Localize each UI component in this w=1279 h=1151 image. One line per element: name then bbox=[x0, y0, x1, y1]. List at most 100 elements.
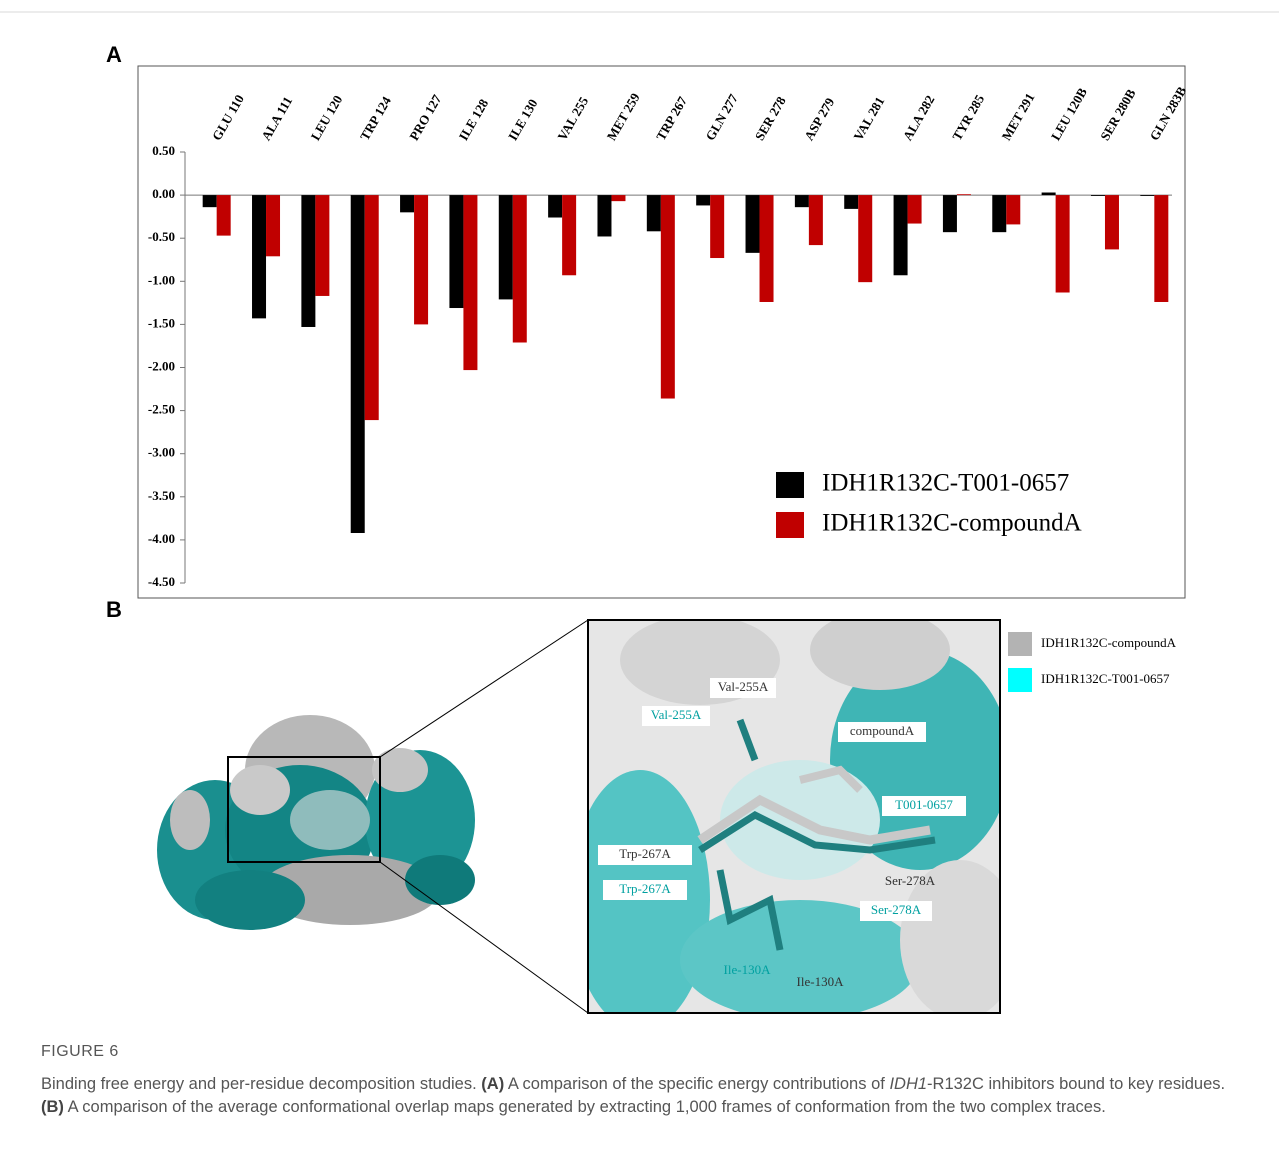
legend-swatch bbox=[1008, 668, 1032, 692]
bar bbox=[266, 195, 280, 256]
x-tick-label: VAL 281 bbox=[850, 94, 887, 143]
bar bbox=[449, 195, 463, 308]
bar bbox=[710, 195, 724, 258]
panel-label: A bbox=[106, 42, 122, 67]
legend-swatch bbox=[776, 512, 804, 538]
residue-label: Ile-130A bbox=[724, 962, 772, 977]
page-body: {"panel_a_label": "A", "chart_data": {"t… bbox=[0, 0, 1279, 1151]
bar bbox=[1105, 195, 1119, 249]
residue-label: Val-255A bbox=[651, 707, 702, 722]
x-tick-label: VAL 255 bbox=[554, 94, 591, 143]
bar bbox=[795, 195, 809, 207]
bar bbox=[1006, 195, 1020, 224]
x-tick-label: ALA 111 bbox=[258, 94, 295, 143]
x-tick-label: LEU 120B bbox=[1048, 85, 1090, 143]
x-tick-label: ILE 130 bbox=[505, 96, 541, 143]
bar bbox=[809, 195, 823, 245]
x-tick-label: ILE 128 bbox=[456, 96, 492, 143]
x-tick-label: PRO 127 bbox=[406, 92, 444, 143]
y-tick-label: -3.50 bbox=[148, 488, 175, 503]
protein-overview bbox=[157, 715, 475, 930]
x-tick-label: GLN 283B bbox=[1147, 84, 1190, 143]
y-tick-label: 0.50 bbox=[152, 143, 175, 158]
bar bbox=[746, 195, 760, 253]
bar bbox=[858, 195, 872, 282]
legend-swatch bbox=[1008, 632, 1032, 656]
bar bbox=[661, 195, 675, 398]
legend-label: IDH1R132C-compoundA bbox=[822, 510, 1082, 537]
caption-marker: (B) bbox=[41, 1098, 64, 1116]
caption-text: A comparison of the average conformation… bbox=[68, 1098, 1106, 1116]
zoom-line bbox=[380, 862, 588, 1013]
chart: 0.500.00-0.50-1.00-1.50-2.00-2.50-3.00-3… bbox=[148, 84, 1190, 589]
y-tick-label: -1.50 bbox=[148, 315, 175, 330]
x-tick-label: TRP 124 bbox=[357, 93, 394, 143]
legend-label: IDH1R132C-T001-0657 bbox=[1041, 671, 1170, 686]
bar bbox=[894, 195, 908, 275]
residue-label: Val-255A bbox=[718, 679, 769, 694]
x-tick-label: GLN 277 bbox=[702, 91, 741, 143]
y-tick-label: -1.00 bbox=[148, 272, 175, 287]
x-tick-label: ALA 282 bbox=[900, 93, 938, 143]
bar bbox=[844, 195, 858, 209]
legend-swatch bbox=[776, 472, 804, 498]
bar bbox=[1140, 195, 1154, 196]
y-tick-label: -4.00 bbox=[148, 531, 175, 546]
x-tick-label: TYR 285 bbox=[949, 92, 987, 143]
bar bbox=[696, 195, 710, 205]
y-tick-label: -3.00 bbox=[148, 445, 175, 460]
x-tick-label: TRP 267 bbox=[653, 93, 690, 143]
page: html, body { margin: 0; padding: 0; back… bbox=[0, 0, 1279, 1151]
gene-name: IDH1 bbox=[889, 1075, 927, 1093]
bar bbox=[647, 195, 661, 231]
y-tick-label: -4.50 bbox=[148, 574, 175, 589]
residue-label: Trp-267A bbox=[619, 846, 671, 861]
x-tick-label: LEU 120 bbox=[308, 93, 346, 143]
x-tick-label: MET 259 bbox=[604, 90, 643, 143]
residue-label: Trp-267A bbox=[619, 881, 671, 896]
caption: FIGURE 6 Binding free energy and per-res… bbox=[41, 1040, 1251, 1119]
bar bbox=[400, 195, 414, 212]
caption-text: -R132C inhibitors bound to key residues. bbox=[927, 1075, 1225, 1093]
bar bbox=[365, 195, 379, 420]
bar bbox=[513, 195, 527, 342]
bar bbox=[414, 195, 428, 324]
panel-b-legend: IDH1R132C-compoundA IDH1R132C-T001-0657 bbox=[1008, 632, 1177, 692]
x-tick-label: ASP 279 bbox=[801, 95, 838, 143]
zoom-line bbox=[380, 620, 588, 757]
bar bbox=[548, 195, 562, 217]
bar bbox=[611, 195, 625, 201]
bar bbox=[252, 195, 266, 318]
bar bbox=[908, 195, 922, 223]
bar bbox=[1091, 195, 1105, 196]
legend-label: IDH1R132C-T001-0657 bbox=[822, 470, 1069, 497]
bar bbox=[301, 195, 315, 327]
caption-text: A comparison of the specific energy cont… bbox=[508, 1075, 885, 1093]
x-tick-label: SER 278 bbox=[752, 93, 789, 143]
residue-label: Ser-278A bbox=[885, 873, 936, 888]
y-tick-label: -2.50 bbox=[148, 402, 175, 417]
residue-label: Ile-130A bbox=[797, 974, 845, 989]
residue-label: T001-0657 bbox=[895, 797, 953, 812]
x-tick-label: MET 291 bbox=[998, 90, 1037, 143]
bar bbox=[562, 195, 576, 275]
residue-label: compoundA bbox=[850, 723, 915, 738]
bar bbox=[217, 195, 231, 236]
bar bbox=[597, 195, 611, 236]
y-tick-label: -0.50 bbox=[148, 229, 175, 244]
bar bbox=[499, 195, 513, 299]
y-tick-label: -2.00 bbox=[148, 358, 175, 373]
bar bbox=[203, 195, 217, 207]
legend-label: IDH1R132C-compoundA bbox=[1041, 635, 1177, 650]
bar bbox=[943, 195, 957, 232]
bar bbox=[1056, 195, 1070, 292]
figure-label: FIGURE 6 bbox=[41, 1040, 1251, 1063]
x-tick-label: SER 280B bbox=[1097, 86, 1139, 143]
zoom-image bbox=[570, 610, 1020, 1030]
bar bbox=[957, 194, 971, 195]
panel-label: B bbox=[106, 597, 122, 622]
figure: A 0.500.00-0.50-1.00-1.50-2.00-2.50-3.00… bbox=[0, 0, 1279, 1035]
bar bbox=[760, 195, 774, 302]
bar bbox=[463, 195, 477, 370]
x-tick-label: GLU 110 bbox=[209, 92, 247, 143]
